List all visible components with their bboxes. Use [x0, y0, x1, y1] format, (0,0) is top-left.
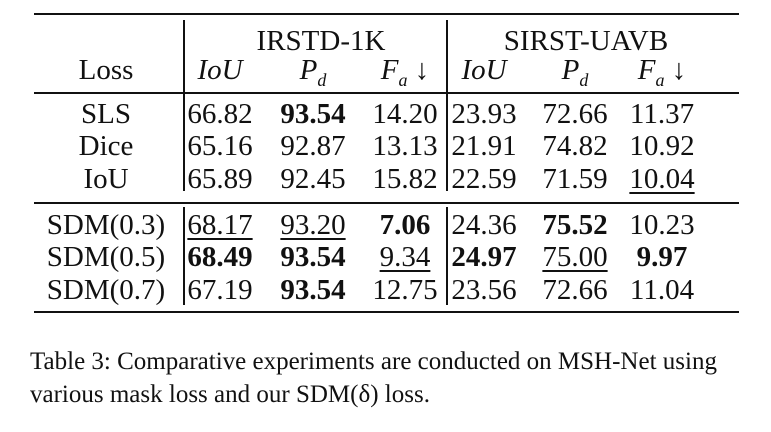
table-cell: 72.66 [542, 274, 608, 306]
table-cell: 93.20 [280, 209, 346, 241]
metric-header: IoU [461, 54, 507, 86]
table-cell: 68.17 [187, 209, 253, 241]
table-cell: 75.00 [542, 241, 608, 273]
table-cell: 22.59 [451, 163, 517, 195]
vrule-mid-top [446, 20, 448, 191]
header-rule [34, 92, 739, 94]
table-cell: 15.82 [372, 163, 438, 195]
table-cell: 21.91 [451, 130, 517, 162]
vrule-mid-bottom [446, 207, 448, 305]
table-cell: 23.56 [451, 274, 517, 306]
table-cell: 93.54 [280, 274, 346, 306]
table-cell: 10.92 [629, 130, 695, 162]
table-cell: 68.49 [187, 241, 253, 273]
table-cell: 74.82 [542, 130, 608, 162]
table-cell: 93.54 [280, 241, 346, 273]
table-cell: 9.34 [379, 241, 431, 273]
table-cell: 12.75 [372, 274, 438, 306]
table-cell: 92.45 [280, 163, 346, 195]
row-label: SLS [81, 98, 131, 130]
metric-header: Pd [299, 54, 327, 90]
loss-column-header: Loss [78, 54, 134, 86]
table-cell: 71.59 [542, 163, 608, 195]
vrule-left-top [183, 20, 185, 191]
row-label: SDM(0.3) [46, 209, 166, 241]
table-cell: 23.93 [451, 98, 517, 130]
bottom-rule [34, 311, 739, 313]
metric-header: Pd [561, 54, 589, 90]
table-cell: 75.52 [542, 209, 608, 241]
row-label: SDM(0.5) [46, 241, 166, 273]
table-cell: 14.20 [372, 98, 438, 130]
table-cell: 7.06 [379, 209, 431, 241]
table-cell: 65.16 [187, 130, 253, 162]
vrule-left-bottom [183, 207, 185, 305]
row-label: IoU [83, 163, 129, 195]
table-cell: 65.89 [187, 163, 253, 195]
table-cell: 72.66 [542, 98, 608, 130]
metric-header: Fa ↓ [380, 54, 430, 90]
table-cell: 10.23 [629, 209, 695, 241]
metric-header: Fa ↓ [637, 54, 687, 90]
top-rule [34, 13, 739, 15]
table-cell: 66.82 [187, 98, 253, 130]
metric-header: IoU [197, 54, 243, 86]
table-cell: 92.87 [280, 130, 346, 162]
row-label: SDM(0.7) [46, 274, 166, 306]
group-header-sirst: SIRST-UAVB [503, 25, 669, 57]
table-cell: 24.36 [451, 209, 517, 241]
table-cell: 11.37 [629, 98, 695, 130]
table-cell: 13.13 [372, 130, 438, 162]
table-cell: 10.04 [629, 163, 695, 195]
table-cell: 67.19 [187, 274, 253, 306]
table-cell: 11.04 [629, 274, 695, 306]
table-cell: 93.54 [280, 98, 346, 130]
group-header-irstd: IRSTD-1K [256, 25, 386, 57]
table-cell: 24.97 [451, 241, 517, 273]
row-label: Dice [78, 130, 134, 162]
table-caption: Table 3: Comparative experiments are con… [30, 348, 717, 408]
table-cell: 9.97 [636, 241, 688, 273]
mid-rule [34, 202, 739, 204]
